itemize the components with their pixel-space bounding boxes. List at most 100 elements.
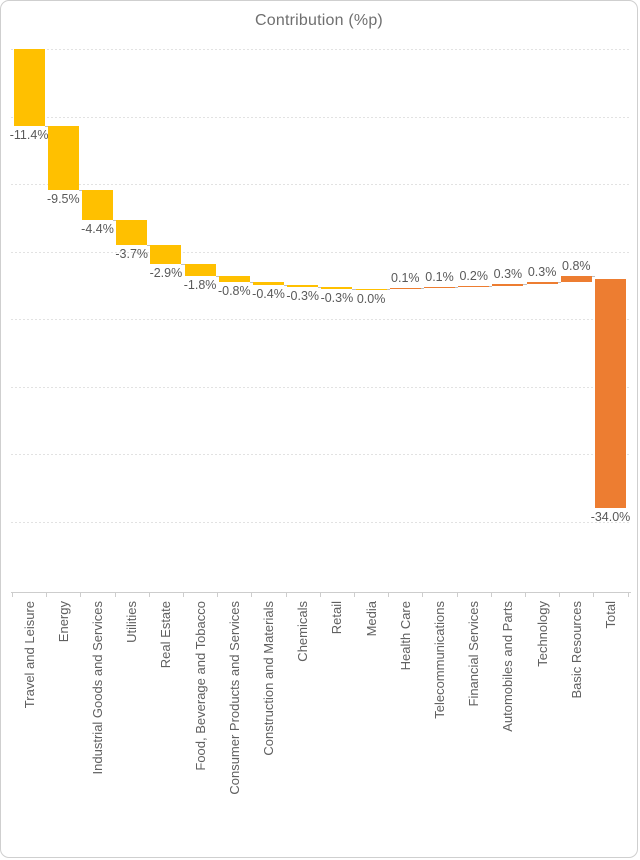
connector-line [78, 190, 82, 192]
x-axis-tick [285, 593, 287, 597]
category-label-health-care: Health Care [397, 601, 413, 671]
connector-line [44, 125, 48, 127]
bar-utilities[interactable] [116, 219, 148, 245]
chart-title: Contribution (%p) [255, 12, 383, 29]
value-label-construction-and-materials: -0.4% [252, 286, 285, 301]
category-label-travel-and-leisure: Travel and Leisure [21, 601, 37, 709]
x-axis-line [11, 592, 631, 593]
category-label-food-beverage-and-tobacco: Food, Beverage and Tobacco [192, 601, 208, 771]
gridline--20 [11, 184, 631, 185]
connector-line [591, 276, 595, 278]
x-axis-tick [80, 593, 82, 597]
connector-line [523, 283, 527, 285]
category-label-real-estate: Real Estate [158, 601, 174, 669]
value-label-telecommunications: 0.1% [425, 270, 454, 285]
bar-real-estate[interactable] [150, 244, 182, 265]
x-axis-tick [627, 593, 629, 597]
x-axis-tick [46, 593, 48, 597]
category-label-chemicals: Chemicals [295, 601, 311, 662]
x-axis-tick [490, 593, 492, 597]
value-label-basic-resources: 0.8% [562, 259, 591, 274]
connector-line [386, 288, 390, 290]
value-label-media: 0.0% [356, 291, 386, 306]
x-axis-tick [319, 593, 321, 597]
x-axis-tick [148, 593, 150, 597]
gridline-0 [11, 49, 631, 50]
category-label-automobiles-and-parts: Automobiles and Parts [500, 601, 516, 732]
x-axis-tick [559, 593, 561, 597]
category-label-technology: Technology [534, 601, 550, 667]
bar-health-care[interactable] [389, 287, 421, 290]
x-axis-tick [12, 593, 13, 597]
category-label-telecommunications: Telecommunications [432, 601, 447, 719]
connector-line [557, 281, 561, 283]
value-label-energy: -9.5% [46, 192, 80, 207]
bar-retail[interactable] [321, 286, 353, 289]
gridline--40 [11, 319, 631, 320]
gridline--70 [11, 521, 631, 523]
category-label-total: Total [603, 601, 618, 629]
connector-line [318, 286, 322, 288]
value-label-industrial-goods-and-services: -4.4% [81, 221, 114, 236]
connector-line [420, 287, 424, 289]
bar-industrial-goods-and-services[interactable] [82, 190, 113, 220]
gridline--10 [11, 116, 631, 118]
bar-food-beverage-and-tobacco[interactable] [184, 264, 216, 277]
value-label-food-beverage-and-tobacco: -1.8% [183, 278, 217, 293]
value-label-total: -34.0% [590, 510, 631, 524]
connector-line [181, 264, 185, 266]
x-axis-tick [422, 593, 424, 597]
value-label-automobiles-and-parts: 0.3% [493, 266, 523, 281]
connector-line [215, 276, 219, 278]
value-label-technology: 0.3% [527, 264, 557, 279]
gridline--30 [11, 251, 631, 253]
bar-basic-resources[interactable] [560, 276, 592, 282]
bar-total[interactable] [595, 278, 626, 508]
value-label-chemicals: -0.3% [286, 288, 320, 303]
category-label-utilities: Utilities [124, 601, 140, 643]
value-label-retail: -0.3% [320, 290, 354, 305]
value-label-travel-and-leisure: -11.4% [9, 127, 49, 142]
connector-line [249, 281, 253, 283]
connector-line [352, 288, 356, 290]
connector-line [284, 284, 288, 286]
category-label-media: Media [363, 601, 379, 637]
x-axis-tick [183, 593, 184, 597]
category-label-financial-services: Financial Services [466, 601, 482, 707]
x-axis-tick [114, 593, 116, 597]
gridline--60 [11, 454, 631, 455]
category-label-energy: Energy [55, 601, 71, 643]
connector-line [113, 219, 117, 221]
bar-consumer-products-and-services[interactable] [218, 276, 250, 282]
category-label-industrial-goods-and-services: Industrial Goods and Services [90, 601, 105, 775]
category-label-construction-and-materials: Construction and Materials [261, 601, 276, 756]
x-axis-tick [388, 593, 390, 597]
category-label-consumer-products-and-services: Consumer Products and Services [226, 601, 242, 795]
bar-financial-services[interactable] [458, 285, 490, 288]
x-axis-tick [456, 593, 458, 597]
bar-technology[interactable] [526, 281, 558, 284]
x-axis-tick [525, 593, 526, 597]
x-axis-tick [354, 593, 355, 597]
x-axis-tick [217, 593, 219, 597]
bar-telecommunications[interactable] [424, 287, 455, 289]
category-label-retail: Retail [329, 601, 345, 635]
bar-travel-and-leisure[interactable] [13, 49, 45, 126]
x-axis-tick [251, 593, 253, 597]
bar-construction-and-materials[interactable] [253, 281, 284, 285]
bar-media[interactable] [355, 288, 387, 290]
bar-energy[interactable] [47, 125, 79, 191]
bar-chemicals[interactable] [287, 284, 319, 287]
value-label-real-estate: -2.9% [149, 266, 183, 281]
gridline--50 [11, 386, 631, 388]
category-label-basic-resources: Basic Resources [568, 601, 584, 699]
connector-line [147, 244, 151, 246]
value-label-health-care: 0.1% [391, 270, 420, 285]
connector-line [455, 287, 459, 289]
value-label-financial-services: 0.2% [459, 268, 488, 283]
x-axis-tick [593, 593, 595, 597]
bar-automobiles-and-parts[interactable] [492, 283, 524, 286]
value-label-consumer-products-and-services: -0.8% [217, 283, 251, 298]
